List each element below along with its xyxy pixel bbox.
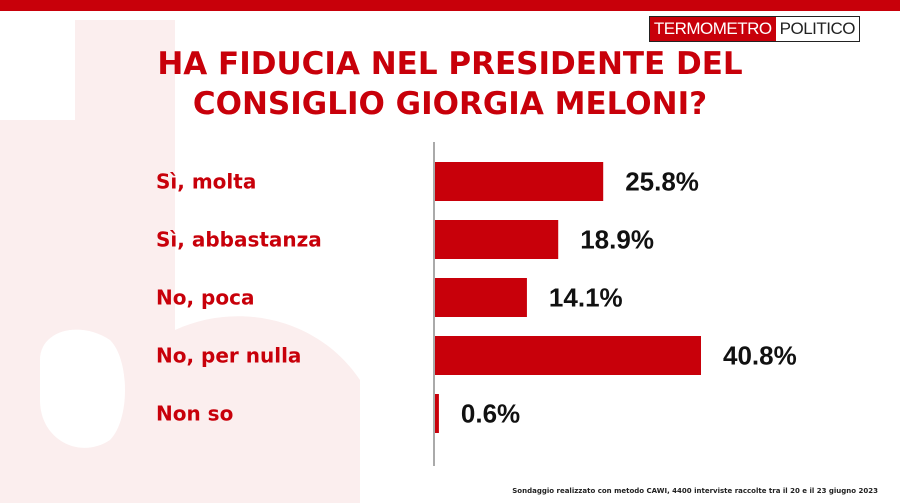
bar [435,278,527,317]
termometro-politico-logo: TERMOMETRO POLITICO [648,16,860,42]
category-label: Non so [156,402,233,426]
survey-footnote: Sondaggio realizzato con metodo CAWI, 44… [512,487,878,495]
bar [435,162,604,201]
logo-text-part1: TERMOMETRO [649,17,776,41]
top-accent-bar [0,0,900,11]
chart-title: HA FIDUCIA NEL PRESIDENTE DEL CONSIGLIO … [0,44,900,124]
logo-text-part2: POLITICO [775,17,859,41]
category-label: No, per nulla [156,344,301,368]
chart-title-line2: CONSIGLIO GIORGIA MELONI? [192,86,708,122]
category-label: Sì, abbastanza [156,228,322,252]
bar [435,220,559,259]
value-label: 40.8% [723,341,797,371]
category-label: Sì, molta [156,170,256,194]
category-label: No, poca [156,286,254,310]
chart-title-line1: HA FIDUCIA NEL PRESIDENTE DEL [157,46,743,82]
bar [435,394,439,433]
bar [435,336,701,375]
value-label: 14.1% [549,283,623,313]
value-label: 0.6% [461,399,520,429]
value-label: 18.9% [580,225,654,255]
value-label: 25.8% [625,167,699,197]
